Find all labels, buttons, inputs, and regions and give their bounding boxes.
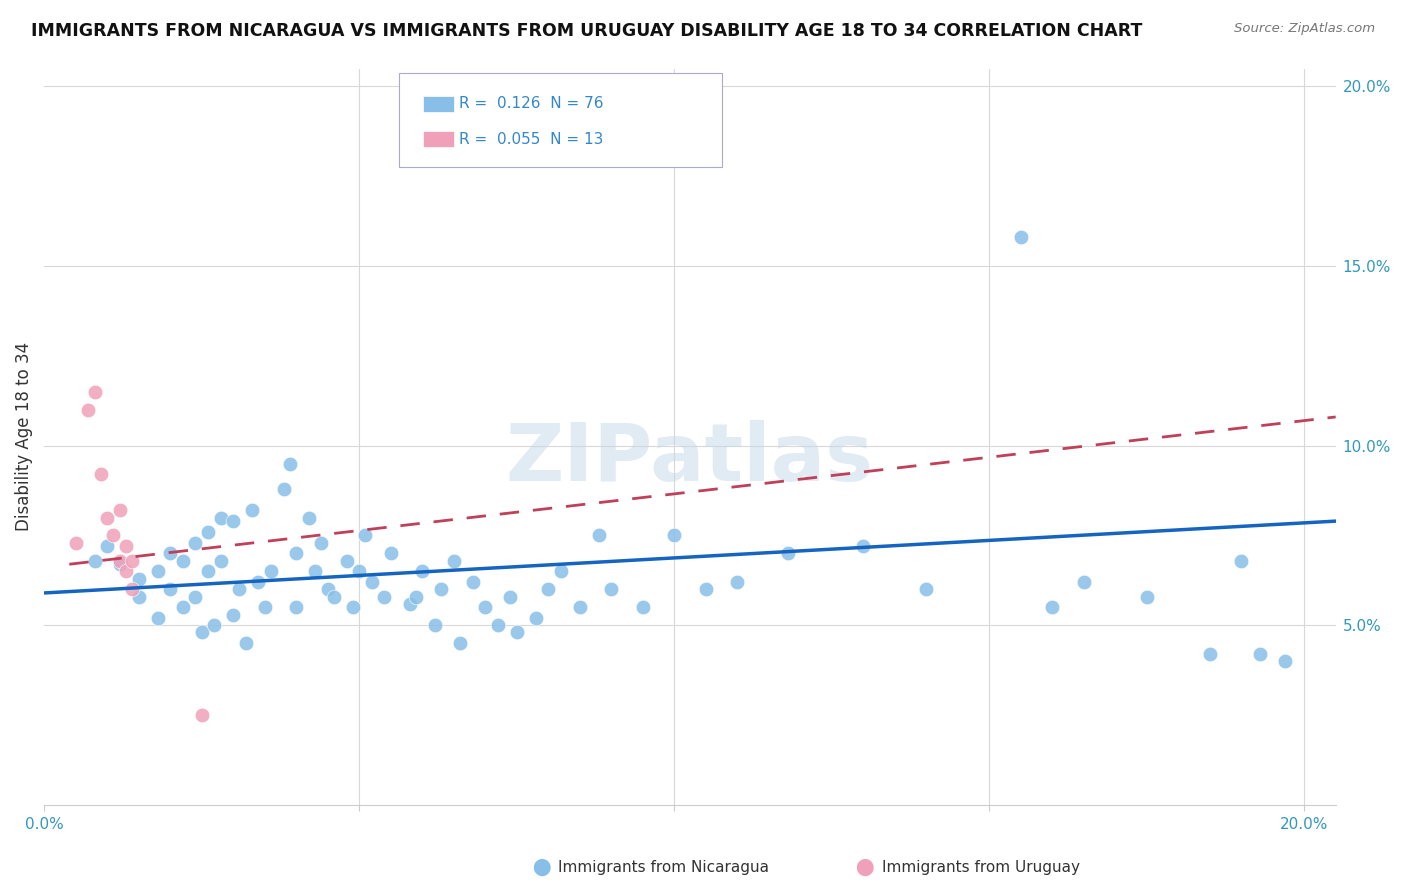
Point bbox=[423, 618, 446, 632]
Point bbox=[190, 708, 212, 723]
Point bbox=[323, 590, 346, 604]
Text: Source: ZipAtlas.com: Source: ZipAtlas.com bbox=[1234, 22, 1375, 36]
Point bbox=[505, 625, 527, 640]
Point bbox=[316, 582, 339, 597]
Point bbox=[108, 503, 131, 517]
Y-axis label: Disability Age 18 to 34: Disability Age 18 to 34 bbox=[15, 343, 32, 532]
Point bbox=[405, 590, 427, 604]
Point bbox=[1198, 647, 1220, 661]
Point bbox=[209, 510, 232, 524]
Point bbox=[1249, 647, 1271, 661]
Point bbox=[159, 546, 181, 560]
Point bbox=[449, 636, 471, 650]
Point bbox=[278, 457, 301, 471]
Point bbox=[128, 590, 150, 604]
Text: ⬤: ⬤ bbox=[531, 858, 551, 876]
Point bbox=[486, 618, 509, 632]
Point bbox=[1136, 590, 1159, 604]
Point bbox=[360, 575, 382, 590]
Point bbox=[342, 600, 364, 615]
Point bbox=[90, 467, 112, 482]
Point bbox=[1073, 575, 1095, 590]
Point bbox=[273, 482, 295, 496]
Point bbox=[240, 503, 263, 517]
Point bbox=[202, 618, 225, 632]
Point bbox=[115, 539, 138, 553]
Text: ⬤: ⬤ bbox=[855, 858, 875, 876]
Point bbox=[197, 565, 219, 579]
Point bbox=[65, 535, 87, 549]
Point bbox=[1274, 654, 1296, 668]
Point bbox=[209, 554, 232, 568]
Point bbox=[588, 528, 610, 542]
Point bbox=[915, 582, 938, 597]
Point bbox=[524, 611, 547, 625]
Point bbox=[83, 554, 105, 568]
Point bbox=[537, 582, 560, 597]
Point bbox=[631, 600, 654, 615]
Point bbox=[172, 554, 194, 568]
Point bbox=[222, 607, 245, 622]
Point bbox=[146, 611, 169, 625]
Text: IMMIGRANTS FROM NICARAGUA VS IMMIGRANTS FROM URUGUAY DISABILITY AGE 18 TO 34 COR: IMMIGRANTS FROM NICARAGUA VS IMMIGRANTS … bbox=[31, 22, 1142, 40]
Point bbox=[1010, 230, 1032, 244]
Point bbox=[184, 590, 207, 604]
Point bbox=[311, 535, 333, 549]
Point bbox=[228, 582, 250, 597]
Point bbox=[398, 597, 420, 611]
Point bbox=[1040, 600, 1063, 615]
Point bbox=[695, 582, 717, 597]
Point bbox=[380, 546, 402, 560]
Point bbox=[121, 554, 143, 568]
Point bbox=[121, 582, 143, 597]
Point bbox=[197, 524, 219, 539]
Point bbox=[108, 558, 131, 572]
Point bbox=[298, 510, 321, 524]
Point bbox=[354, 528, 377, 542]
Point bbox=[285, 600, 308, 615]
Point bbox=[411, 565, 433, 579]
Point bbox=[1230, 554, 1253, 568]
Point bbox=[96, 510, 118, 524]
Point bbox=[103, 528, 125, 542]
Point bbox=[474, 600, 496, 615]
Point bbox=[347, 565, 370, 579]
Point bbox=[499, 590, 522, 604]
Point bbox=[335, 554, 357, 568]
Point bbox=[77, 402, 100, 417]
Point bbox=[253, 600, 276, 615]
Point bbox=[172, 600, 194, 615]
Point bbox=[222, 514, 245, 528]
Point bbox=[115, 565, 138, 579]
Point bbox=[662, 528, 685, 542]
Point bbox=[285, 546, 308, 560]
Point bbox=[600, 582, 623, 597]
Point bbox=[443, 554, 465, 568]
Point bbox=[550, 565, 572, 579]
Text: Immigrants from Uruguay: Immigrants from Uruguay bbox=[882, 860, 1080, 874]
Point bbox=[430, 582, 453, 597]
Point bbox=[235, 636, 257, 650]
Point bbox=[260, 565, 283, 579]
Point bbox=[247, 575, 270, 590]
Text: Immigrants from Nicaragua: Immigrants from Nicaragua bbox=[558, 860, 769, 874]
Point bbox=[373, 590, 395, 604]
Point bbox=[852, 539, 875, 553]
Point bbox=[776, 546, 799, 560]
Point bbox=[304, 565, 326, 579]
Point bbox=[725, 575, 748, 590]
Point bbox=[128, 572, 150, 586]
Point bbox=[159, 582, 181, 597]
Point bbox=[96, 539, 118, 553]
Point bbox=[461, 575, 484, 590]
Point bbox=[190, 625, 212, 640]
Point bbox=[83, 384, 105, 399]
Text: ZIPatlas: ZIPatlas bbox=[506, 420, 875, 498]
Point bbox=[568, 600, 591, 615]
Point bbox=[108, 554, 131, 568]
Point bbox=[184, 535, 207, 549]
Text: R =  0.126  N = 76: R = 0.126 N = 76 bbox=[460, 96, 603, 112]
Point bbox=[146, 565, 169, 579]
Text: R =  0.055  N = 13: R = 0.055 N = 13 bbox=[460, 132, 603, 147]
